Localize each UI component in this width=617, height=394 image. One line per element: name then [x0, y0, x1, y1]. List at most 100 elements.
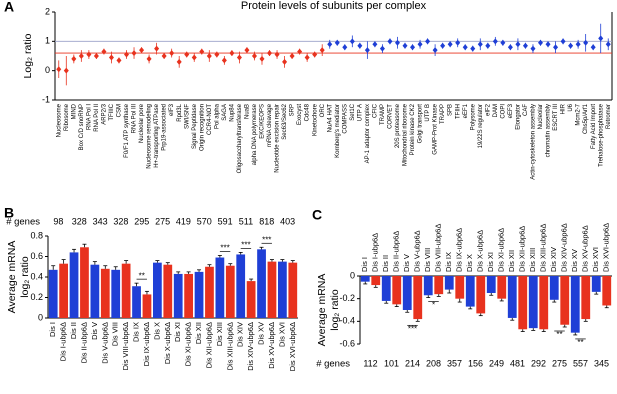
- x-tick-label: Set1C: [350, 103, 356, 120]
- dot: [169, 50, 175, 57]
- bar: [381, 276, 391, 301]
- x-tick-label: Dis XII-ubp6Δ: [518, 226, 527, 272]
- x-tick-label: Dis XIV-ubp6Δ: [560, 223, 569, 272]
- x-tick-label: Kinetochore: [312, 103, 318, 136]
- dot: [206, 53, 212, 59]
- x-tick-label: COMPASS: [342, 104, 348, 134]
- gene-count: 112: [363, 358, 377, 368]
- x-tick-label: Nucleolar: [538, 104, 544, 129]
- x-tick-label: Dis XII: [507, 250, 516, 272]
- x-tick-label: eEF3: [508, 103, 514, 118]
- dot: [154, 45, 160, 52]
- dot: [334, 39, 340, 46]
- x-tick-label: Protein kinase CK2: [410, 103, 416, 155]
- bar: [257, 249, 266, 318]
- bar: [360, 276, 370, 282]
- x-tick-label: Dis XVI: [277, 322, 286, 347]
- x-tick-label: Dis VIII-ubp6Δ: [434, 224, 443, 272]
- x-tick-label: Elongator: [515, 104, 521, 130]
- dot: [372, 41, 378, 48]
- y-tick-label: 0.8: [30, 230, 43, 240]
- bar: [581, 276, 591, 320]
- bar: [142, 294, 152, 318]
- dot: [229, 50, 235, 57]
- gene-count: 292: [531, 358, 546, 368]
- bar: [591, 276, 601, 292]
- x-tick-label: Dis XI-ubp6Δ: [497, 228, 506, 272]
- x-tick-label: Dis X-ubp6Δ: [163, 322, 172, 364]
- y-axis-label: Average mRNA: [316, 274, 328, 347]
- x-tick-label: HIR: [561, 103, 567, 114]
- x-tick-label: Dis XV-ubp6Δ: [267, 322, 276, 369]
- x-tick-label: GAMP-Prot Kinase: [433, 103, 439, 154]
- bar: [69, 252, 79, 318]
- x-tick-label: Signal Peptidase: [192, 103, 198, 149]
- bar: [267, 261, 277, 318]
- bar: [486, 276, 496, 293]
- x-tick-label: Sec63/Sec62: [282, 103, 288, 139]
- x-tick-label: Dis XI: [173, 322, 182, 342]
- bar: [246, 281, 256, 318]
- dot: [108, 54, 114, 61]
- x-tick-label: Fatty Acid Import: [591, 104, 597, 149]
- bar: [215, 257, 225, 318]
- bar: [121, 263, 131, 318]
- x-tick-label: Dis II-ubp6Δ: [79, 322, 88, 363]
- x-tick-label: RNA Pol III: [132, 104, 138, 134]
- panel-label: C: [312, 207, 322, 223]
- dot: [410, 44, 416, 51]
- dot: [282, 58, 288, 65]
- x-tick-label: NuaB: [245, 104, 251, 119]
- dot: [568, 42, 574, 49]
- dot: [545, 41, 551, 48]
- y-tick-label: 2: [45, 6, 50, 16]
- x-tick-label: SAGA: [222, 104, 228, 121]
- dot: [93, 53, 99, 59]
- x-tick-label: Dis IX: [132, 322, 141, 342]
- x-tick-label: Polysome: [470, 103, 476, 130]
- dot: [131, 50, 137, 57]
- gene-count: 101: [384, 358, 399, 368]
- x-tick-label: Prp19-associated: [162, 104, 168, 151]
- x-tick-label: Kornberg's mediator: [335, 104, 341, 158]
- x-tick-label: Chs5p/Arf1: [583, 103, 589, 134]
- y-tick-label: 0: [45, 65, 50, 75]
- x-tick-label: Dis VIII-ubp6Δ: [121, 322, 130, 370]
- y-tick-label: -0.4: [339, 316, 355, 326]
- x-tick-label: Dis XV-ubp6Δ: [581, 225, 590, 272]
- bar: [434, 276, 444, 295]
- dot: [507, 44, 513, 51]
- gene-count: 295: [134, 216, 149, 226]
- x-tick-label: Dis XV: [570, 249, 579, 272]
- x-tick-label: Dis IX-ubp6Δ: [142, 322, 151, 366]
- dot: [116, 57, 122, 64]
- x-tick-label: MIND: [71, 103, 77, 119]
- x-tick-label: Dis II-ubp6Δ: [392, 231, 401, 272]
- x-tick-label: Nup84: [229, 103, 235, 121]
- dot: [236, 54, 242, 61]
- bar: [48, 269, 58, 318]
- bar: [225, 265, 235, 318]
- y-tick-label: 0: [350, 270, 355, 280]
- dot: [221, 57, 227, 64]
- dot: [319, 47, 325, 54]
- gene-count: 591: [218, 216, 233, 226]
- dot: [244, 47, 250, 54]
- x-tick-label: Dis XII-ubp6Δ: [204, 322, 213, 368]
- x-tick-label: eIF2: [485, 103, 491, 116]
- dot: [522, 42, 528, 49]
- x-tick-label: Actin-cytoskeleton assembly: [531, 104, 537, 180]
- x-tick-label: Dis XIII-ubp6Δ: [539, 224, 548, 272]
- x-tick-label: Dis XVI: [591, 247, 600, 272]
- dot: [349, 38, 355, 45]
- y-axis-label: Log₂ ratio: [22, 33, 34, 78]
- x-tick-label: Dis X-ubp6Δ: [476, 230, 485, 272]
- x-tick-label: SWI/SNF: [184, 104, 190, 129]
- x-tick-label: Dis XIII: [215, 322, 224, 346]
- x-tick-label: Dis XVI-ubp6Δ: [288, 322, 297, 371]
- dot: [101, 48, 107, 55]
- x-tick-label: Dis V: [402, 254, 411, 272]
- gene-count: 275: [552, 358, 567, 368]
- x-tick-label: COPI: [500, 104, 506, 119]
- gene-count: 481: [510, 358, 525, 368]
